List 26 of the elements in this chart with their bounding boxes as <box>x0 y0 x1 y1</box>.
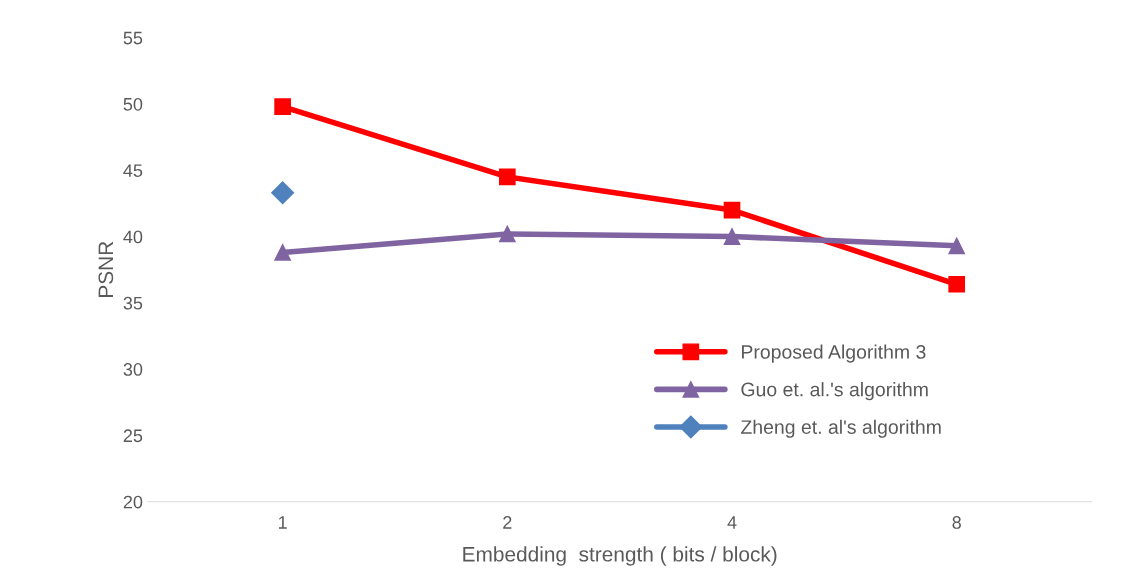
point <box>948 237 966 255</box>
x-tick-label: 1 <box>278 516 287 529</box>
y-tick-label: 50 <box>123 97 143 111</box>
y-axis-title: PSNR <box>98 241 114 297</box>
legend-label: Proposed Algorithm 3 <box>742 344 926 363</box>
y-tick-label: 20 <box>123 495 143 509</box>
y-tick-label: 30 <box>123 363 143 376</box>
x-tick-label: 8 <box>952 516 961 529</box>
y-tick-label: 25 <box>123 429 143 443</box>
y-tick-label: 35 <box>123 296 143 310</box>
x-tick-label: 2 <box>503 516 512 529</box>
legend-label: Zheng et. al's algorithm <box>741 419 941 438</box>
y-tick-label: 55 <box>123 31 143 45</box>
point <box>274 244 291 261</box>
x-tick-label: 4 <box>727 516 737 529</box>
y-tick-label: 45 <box>123 164 143 177</box>
point <box>271 181 295 205</box>
point <box>948 275 966 293</box>
point <box>498 225 516 243</box>
point <box>498 168 516 186</box>
y-tick-label: 40 <box>123 230 143 244</box>
point <box>274 98 291 115</box>
point <box>723 201 741 219</box>
x-axis-title: Embedding strength ( bits / block) <box>463 546 777 566</box>
legend-label: Guo et. al.'s algorithm <box>741 382 928 401</box>
point <box>723 228 741 245</box>
